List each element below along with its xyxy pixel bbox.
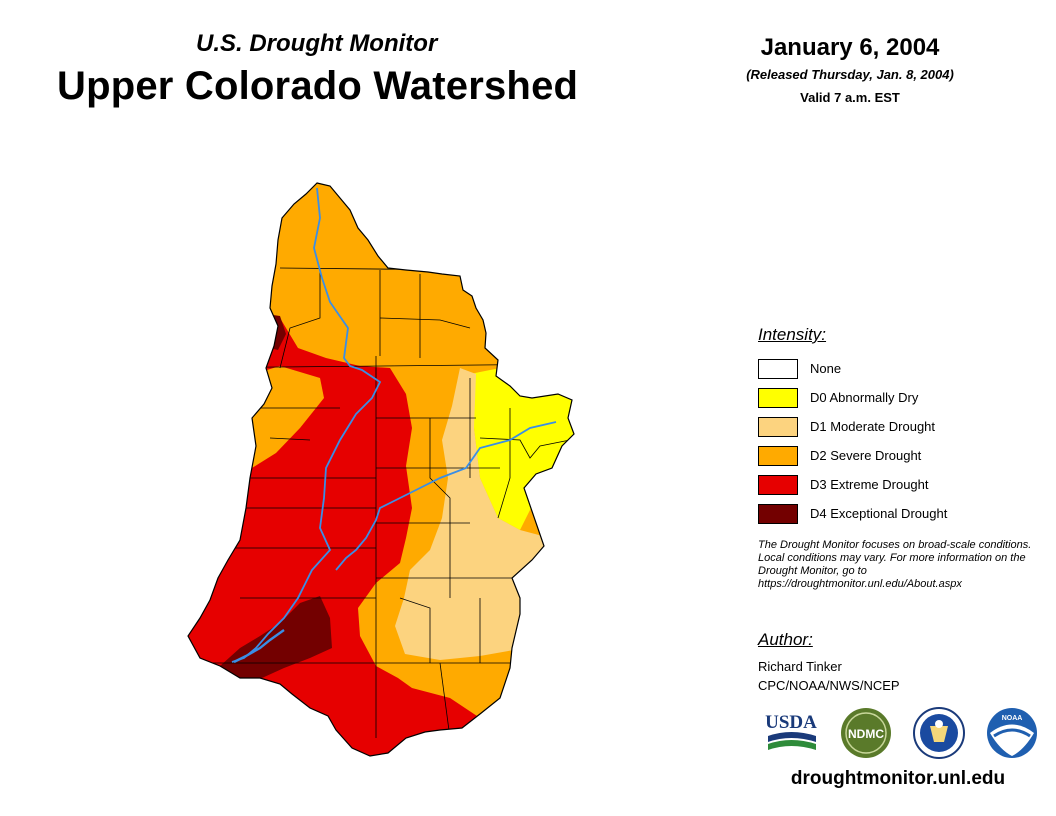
legend-swatch [758,445,798,466]
legend-label: D0 Abnormally Dry [810,390,919,405]
legend-label: D3 Extreme Drought [810,477,929,492]
partner-logos: USDA NDMC NOAA [765,707,1037,759]
legend-heading: Intensity: [758,325,827,344]
legend-item: D0 Abnormally Dry [758,383,947,412]
legend-swatch [758,503,798,524]
map-date: January 6, 2004 [760,34,940,61]
author-heading: Author: [758,630,813,649]
legend-label: None [810,361,842,376]
doc-seal-logo [913,707,965,759]
noaa-logo: NOAA [987,708,1037,758]
legend-label: D4 Exceptional Drought [810,506,948,521]
valid-time: Valid 7 a.m. EST [800,90,900,105]
legend: None D0 Abnormally Dry D1 Moderate Droug… [758,354,947,528]
green-river [231,187,382,663]
legend-swatch [758,358,798,379]
legend-item: None [758,354,947,383]
author-name: Richard Tinker [758,659,842,674]
usda-logo: USDA [765,712,817,750]
drought-map [187,182,575,757]
svg-text:USDA: USDA [765,712,817,733]
author-org: CPC/NOAA/NWS/NCEP [758,678,900,693]
legend-label: D1 Moderate Drought [810,419,936,434]
legend-item: D3 Extreme Drought [758,470,947,499]
author-block: Richard Tinker CPC/NOAA/NWS/NCEP [758,657,900,695]
legend-item: D2 Severe Drought [758,441,947,470]
disclaimer-note: The Drought Monitor focuses on broad-sca… [758,539,1032,590]
river-network [231,187,557,664]
basin-outline [187,182,575,757]
legend-swatch [758,387,798,408]
website-url: droughtmonitor.unl.edu [790,768,1006,789]
lake-powell [233,629,285,664]
svg-text:NOAA: NOAA [1002,715,1023,722]
legend-swatch [758,474,798,495]
legend-item: D4 Exceptional Drought [758,499,947,528]
legend-label: D2 Severe Drought [810,448,922,463]
map-subtitle: U.S. Drought Monitor [196,30,438,57]
svg-text:NDMC: NDMC [848,727,884,741]
d0-region [470,366,574,530]
ndmc-logo: NDMC [841,708,891,758]
release-date: (Released Thursday, Jan. 8, 2004) [746,67,954,82]
colorado-river [335,421,557,571]
map-title: Upper Colorado Watershed [57,64,579,108]
legend-swatch [758,416,798,437]
legend-item: D1 Moderate Drought [758,412,947,441]
